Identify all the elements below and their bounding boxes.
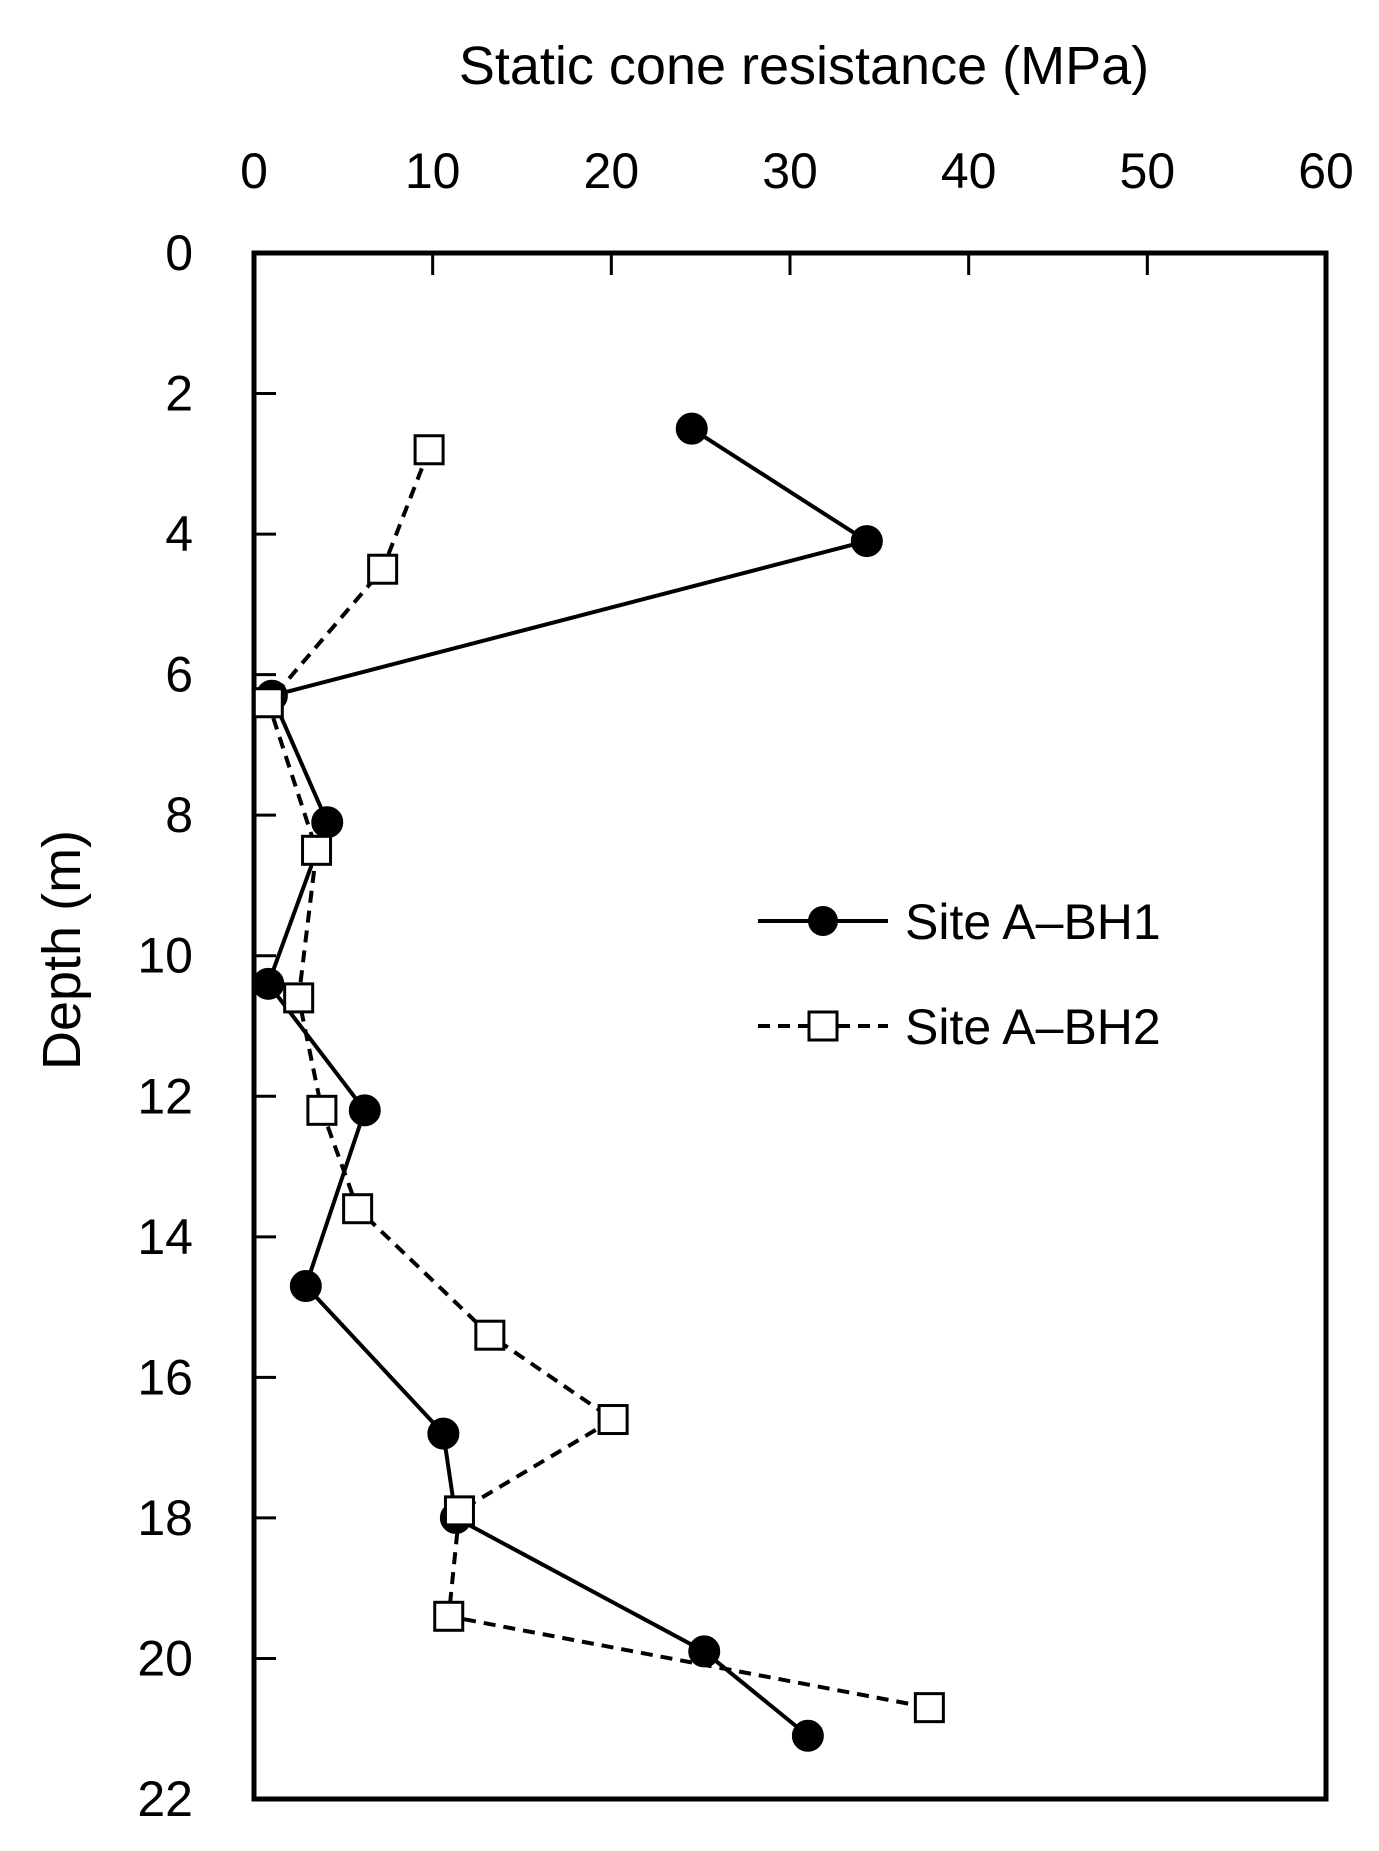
data-point	[597, 1404, 629, 1436]
y-tick-label: 0	[165, 225, 193, 281]
y-tick-label: 12	[137, 1068, 193, 1124]
x-tick-label: 30	[762, 143, 818, 199]
series-line	[266, 449, 930, 1710]
y-tick-label: 4	[165, 506, 193, 562]
legend-marker	[807, 1010, 839, 1042]
y-tick-label: 20	[137, 1630, 193, 1686]
y-axis-title: Depth (m)	[32, 830, 92, 1070]
data-point	[367, 553, 399, 585]
data-point	[474, 1319, 506, 1351]
data-point	[427, 1417, 460, 1450]
series-2	[252, 434, 945, 1724]
data-point	[289, 1270, 322, 1303]
x-tick-label: 10	[405, 143, 461, 199]
data-point	[688, 1635, 721, 1668]
data-point	[433, 1600, 465, 1632]
series-1	[252, 412, 883, 1752]
x-tick-label: 0	[240, 143, 268, 199]
legend-label: Site A–BH2	[905, 999, 1161, 1055]
legend-item-1: Site A–BH1	[758, 894, 1161, 950]
legend-label: Site A–BH1	[905, 894, 1161, 950]
x-tick-label: 50	[1120, 143, 1176, 199]
data-point	[791, 1719, 824, 1752]
data-point	[348, 1094, 381, 1127]
y-tick-label: 2	[165, 366, 193, 422]
data-point	[413, 434, 445, 466]
y-tick-label: 18	[137, 1490, 193, 1546]
y-tick-label: 6	[165, 647, 193, 703]
legend-marker	[808, 906, 838, 936]
y-tick-label: 10	[137, 928, 193, 984]
data-point	[306, 1094, 338, 1126]
data-point	[342, 1193, 374, 1225]
data-point	[443, 1495, 475, 1527]
data-point	[913, 1692, 945, 1724]
x-tick-label: 60	[1298, 143, 1354, 199]
data-point	[675, 412, 708, 445]
x-tick-label: 20	[584, 143, 640, 199]
data-point	[252, 687, 284, 719]
x-axis-title: Static cone resistance (MPa)	[459, 36, 1149, 96]
data-point	[850, 525, 883, 558]
y-tick-label: 14	[137, 1209, 193, 1265]
legend-item-2: Site A–BH2	[758, 999, 1161, 1055]
y-tick-label: 16	[137, 1349, 193, 1405]
data-point	[311, 806, 344, 839]
data-point	[301, 834, 333, 866]
x-tick-label: 40	[941, 143, 997, 199]
series-line	[266, 426, 869, 1738]
data-point	[283, 982, 315, 1014]
data-point	[252, 967, 285, 1000]
y-tick-label: 8	[165, 787, 193, 843]
y-tick-label: 22	[137, 1771, 193, 1827]
